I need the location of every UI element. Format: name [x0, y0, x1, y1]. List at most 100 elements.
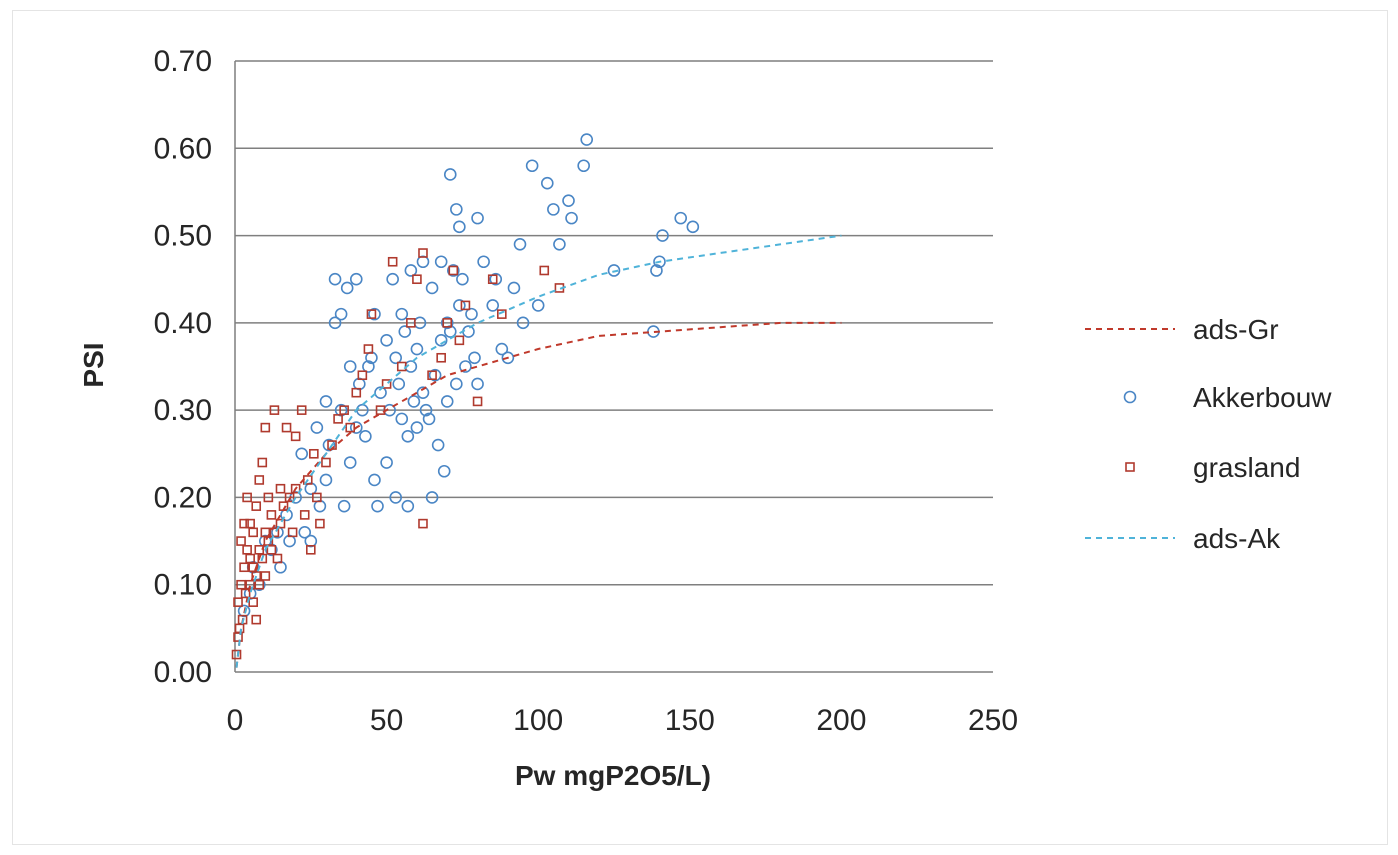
data-point — [495, 342, 509, 356]
y-tick-label: 0.10 — [154, 569, 212, 602]
x-tick-label: 50 — [370, 704, 403, 737]
data-point — [322, 438, 336, 452]
data-point — [337, 499, 351, 513]
data-point — [437, 464, 451, 478]
data-point — [287, 527, 298, 538]
data-point — [380, 334, 393, 347]
data-point — [497, 309, 507, 319]
data-point — [260, 422, 271, 433]
data-point — [357, 370, 368, 381]
data-point — [650, 264, 663, 277]
data-point — [387, 256, 398, 267]
legend-square-swatch — [1125, 462, 1135, 472]
data-point — [434, 255, 448, 269]
data-point — [343, 360, 357, 373]
data-point — [239, 562, 249, 573]
data-point — [313, 499, 327, 513]
data-point — [427, 370, 437, 381]
data-point — [674, 211, 688, 225]
data-point — [299, 510, 310, 520]
data-point — [359, 430, 372, 443]
data-point — [540, 176, 554, 190]
data-point — [366, 309, 377, 319]
data-point — [386, 272, 399, 286]
series-akkerbouw — [237, 133, 700, 618]
data-point — [334, 307, 348, 321]
legend-item: ads-Ak — [1085, 523, 1281, 554]
data-point — [305, 544, 316, 555]
data-point — [363, 344, 374, 354]
data-point — [456, 272, 469, 286]
data-point — [553, 238, 566, 251]
legend-label: ads-Ak — [1193, 523, 1281, 554]
data-point — [448, 265, 459, 276]
data-point — [453, 220, 466, 234]
data-point — [410, 342, 424, 356]
x-axis-title: Pw mgP2O5/L) — [515, 760, 711, 791]
data-point — [487, 274, 498, 285]
data-point — [236, 536, 246, 546]
data-point — [440, 316, 454, 330]
data-point — [454, 335, 465, 346]
data-point — [418, 518, 428, 529]
data-point — [290, 431, 301, 442]
data-point — [686, 220, 700, 234]
legend-item: Akkerbouw — [1123, 382, 1332, 413]
data-point — [368, 307, 381, 321]
data-point — [349, 421, 363, 434]
data-point — [398, 325, 412, 338]
x-tick-label: 0 — [227, 704, 244, 737]
data-series — [231, 133, 842, 668]
data-point — [328, 272, 342, 286]
data-point — [507, 281, 521, 295]
data-point — [312, 492, 322, 503]
data-point — [501, 351, 515, 365]
data-point — [412, 274, 422, 285]
data-point — [295, 447, 309, 461]
data-point — [406, 318, 416, 328]
data-point — [374, 386, 387, 399]
data-point — [283, 534, 296, 548]
x-tick-label: 200 — [816, 704, 866, 737]
data-point — [419, 403, 433, 417]
y-axis-title: PSI — [78, 342, 109, 387]
y-tick-label: 0.00 — [154, 656, 212, 689]
data-point — [298, 526, 312, 539]
data-point — [401, 499, 415, 513]
data-point — [425, 281, 439, 295]
data-point — [340, 281, 354, 295]
data-point — [251, 501, 262, 511]
data-point — [239, 518, 249, 529]
data-point — [477, 255, 490, 269]
trend-line — [235, 234, 842, 668]
data-point — [275, 518, 286, 529]
data-point — [468, 351, 481, 365]
data-point — [328, 316, 342, 330]
data-point — [362, 360, 375, 373]
data-point — [248, 597, 258, 607]
y-tick-label: 0.60 — [154, 132, 212, 165]
data-point — [410, 421, 424, 434]
series-ads-ak — [235, 234, 842, 668]
data-point — [389, 491, 402, 504]
data-point — [434, 334, 448, 347]
data-point — [577, 159, 590, 173]
legend-item: ads-Gr — [1085, 314, 1279, 345]
series-ads-gr — [235, 321, 842, 668]
data-point — [257, 457, 268, 468]
data-point — [580, 133, 594, 146]
data-point — [290, 483, 301, 494]
legend-label: Akkerbouw — [1193, 382, 1332, 413]
data-point — [309, 448, 319, 459]
data-point — [351, 387, 362, 398]
data-point — [418, 248, 428, 258]
data-point — [562, 194, 575, 207]
y-tick-label: 0.40 — [154, 307, 212, 340]
data-point — [284, 492, 295, 503]
data-point — [531, 299, 545, 312]
data-point — [333, 414, 343, 424]
legend-label: ads-Gr — [1193, 314, 1279, 345]
data-point — [392, 377, 406, 391]
data-point — [251, 614, 262, 625]
chart-frame — [12, 10, 1388, 845]
